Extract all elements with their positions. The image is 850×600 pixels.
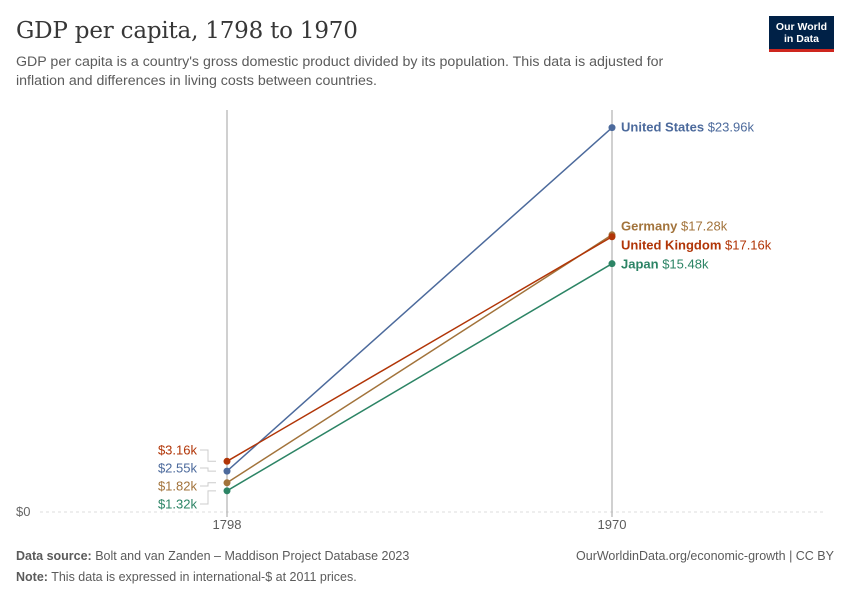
footer-source: Data source: Bolt and van Zanden – Maddi…: [16, 549, 409, 563]
point-start-united-states[interactable]: [223, 467, 231, 475]
series-name-united-states[interactable]: United States: [621, 120, 704, 135]
end-label-united-kingdom: United Kingdom $17.16k: [621, 238, 772, 253]
series-name-united-kingdom[interactable]: United Kingdom: [621, 238, 721, 253]
point-end-united-kingdom[interactable]: [608, 233, 616, 241]
end-label-japan: Japan $15.48k: [621, 257, 709, 272]
footer-license-link[interactable]: OurWorldinData.org/economic-growth | CC …: [576, 549, 834, 563]
end-value-japan: $15.48k: [659, 257, 709, 272]
point-start-united-kingdom[interactable]: [223, 457, 231, 465]
y-tick-label: $0: [16, 504, 30, 519]
logo-line-2: in Data: [783, 33, 819, 45]
series-name-germany[interactable]: Germany: [621, 219, 678, 234]
start-connector-japan: [200, 490, 216, 505]
chart-subtitle: GDP per capita is a country's gross dome…: [16, 54, 664, 89]
start-label-united-kingdom: $3.16k: [158, 443, 198, 458]
start-label-germany: $1.82k: [158, 479, 198, 494]
start-connector-united-kingdom: [200, 449, 216, 462]
note-text: This data is expressed in international-…: [51, 570, 357, 584]
source-text[interactable]: Bolt and van Zanden – Maddison Project D…: [95, 549, 410, 563]
start-connector-united-states: [200, 467, 216, 472]
source-label: Data source:: [16, 549, 92, 563]
logo-line-1: Our World: [775, 21, 828, 33]
point-end-japan[interactable]: [608, 260, 616, 268]
point-start-germany[interactable]: [223, 479, 231, 487]
end-label-united-states: United States $23.96k: [621, 120, 754, 135]
start-connector-germany: [200, 482, 216, 487]
series-name-japan[interactable]: Japan: [621, 257, 659, 272]
note-label: Note:: [16, 570, 48, 584]
series-line-united-kingdom[interactable]: [226, 236, 613, 462]
point-start-japan[interactable]: [223, 487, 231, 495]
end-value-united-states: $23.96k: [704, 120, 754, 135]
x-tick-label-1970: 1970: [598, 517, 627, 532]
chart-title: GDP per capita, 1798 to 1970: [16, 18, 358, 44]
series-line-germany[interactable]: [226, 234, 613, 484]
series-line-united-states[interactable]: [226, 127, 613, 472]
footer-note: Note: This data is expressed in internat…: [16, 570, 357, 584]
end-label-germany: Germany $17.28k: [621, 219, 728, 234]
x-tick-label-1798: 1798: [213, 517, 242, 532]
series-line-japan[interactable]: [226, 263, 613, 492]
owid-logo[interactable]: Our World in Data: [769, 16, 834, 52]
point-end-united-states[interactable]: [608, 124, 616, 132]
start-label-japan: $1.32k: [158, 497, 198, 512]
end-value-germany: $17.28k: [677, 219, 727, 234]
start-label-united-states: $2.55k: [158, 461, 198, 476]
end-value-united-kingdom: $17.16k: [721, 238, 771, 253]
